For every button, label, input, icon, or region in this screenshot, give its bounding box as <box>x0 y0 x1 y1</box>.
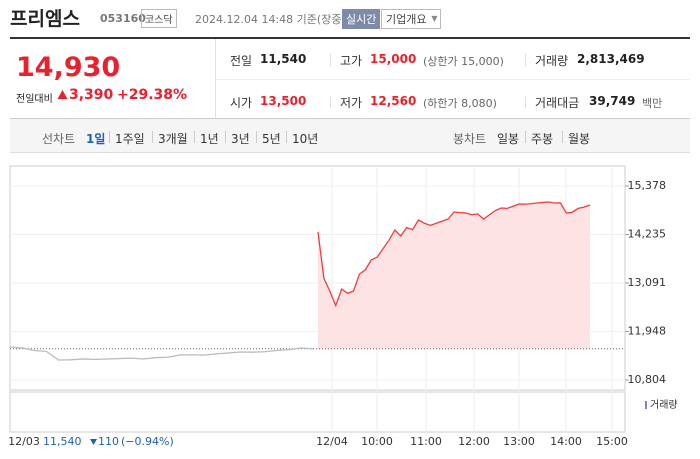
divider <box>525 54 526 66</box>
tab[interactable]: 5년 <box>262 132 281 146</box>
separator <box>225 131 226 143</box>
separator <box>152 131 153 143</box>
company-info-text: 기업개요 <box>386 13 427 26</box>
tab-group-label: 선차트 <box>42 132 76 146</box>
stat-note: (하한가 8,080) <box>423 97 497 110</box>
stat-value: 2,813,469 <box>577 52 645 66</box>
price: 14,930 <box>16 52 121 83</box>
stat-label: 저가 <box>340 96 363 110</box>
tab[interactable]: 1일 <box>86 132 106 146</box>
x-tick-label: 12:00 <box>458 435 490 448</box>
x-tick-label: 11:00 <box>410 435 442 448</box>
tab[interactable]: 1주일 <box>115 132 145 146</box>
y-tick-label: 15,378 <box>628 179 667 192</box>
stat-label: 거래대금 <box>535 96 580 110</box>
tab[interactable]: 3년 <box>231 132 250 146</box>
up-arrow <box>57 90 68 99</box>
change-label: 전일대비 <box>16 94 53 105</box>
company-info-button[interactable]: 기업개요 ▼ <box>381 9 442 29</box>
stat-label: 고가 <box>340 54 363 68</box>
plot-frame <box>9 165 626 391</box>
change: 3,390 <box>69 87 114 103</box>
stat-value: 11,540 <box>260 52 307 66</box>
divider <box>525 96 526 108</box>
y-tick-label: 13,091 <box>628 276 667 289</box>
y-tick-label: 10,804 <box>628 373 667 386</box>
prev-change-pct: (−0.94%) <box>121 435 174 448</box>
prev-close: 11,540 <box>43 435 82 448</box>
volume-frame <box>9 391 626 433</box>
stat-label: 거래량 <box>535 54 569 68</box>
price-line <box>317 201 591 308</box>
down-arrow <box>90 439 97 445</box>
change-pct: +29.38% <box>117 87 188 103</box>
tab[interactable]: 10년 <box>292 132 319 146</box>
separator <box>562 131 563 143</box>
realtime-button[interactable]: 실시간 <box>342 9 381 29</box>
dropdown-arrow: ▼ <box>431 14 438 23</box>
separator <box>109 131 110 143</box>
legend-swatch <box>645 401 647 409</box>
tab[interactable]: 1년 <box>200 132 219 146</box>
x-tick-label: 15:00 <box>596 435 628 448</box>
tab[interactable]: 월봉 <box>568 132 591 146</box>
top-rule <box>10 37 690 39</box>
stat-value: 12,560 <box>370 94 417 108</box>
separator <box>525 131 526 143</box>
x-tick-label: 14:00 <box>550 435 582 448</box>
prev-change: 110 <box>98 435 119 448</box>
divider <box>216 79 690 80</box>
tab-group-label: 봉차트 <box>453 132 487 146</box>
stock-code: 053160 <box>100 12 146 25</box>
x-tick-label: 10:00 <box>361 435 393 448</box>
tab-bar <box>10 119 690 153</box>
x-tick-label: 13:00 <box>503 435 535 448</box>
separator <box>286 131 287 143</box>
y-tick-label: 14,235 <box>628 227 667 240</box>
tab[interactable]: 3개월 <box>158 132 188 146</box>
timestamp: 2024.12.04 14:48 기준(장중) <box>195 13 346 26</box>
y-tick-label: 11,948 <box>628 324 667 337</box>
stat-value: 15,000 <box>370 52 417 66</box>
price-area <box>318 202 590 349</box>
divider <box>330 96 331 108</box>
divider <box>215 39 216 119</box>
chart: 12/03 12/04 10:00 11:00 12:00 13:00 14:00 15:00… <box>8 165 678 448</box>
market-badge: 코스닥 <box>141 9 177 28</box>
stat-label: 시가 <box>230 96 253 110</box>
x-tick-label: 12/04 <box>316 435 348 448</box>
tab[interactable]: 주봉 <box>531 132 554 146</box>
tab[interactable]: 일봉 <box>497 132 520 146</box>
divider <box>10 118 690 119</box>
separator <box>256 131 257 143</box>
stock-name: 프리엠스 <box>10 8 80 30</box>
stat-value: 13,500 <box>260 94 307 108</box>
stat-note: 백만 <box>642 97 663 110</box>
separator <box>194 131 195 143</box>
price-line <box>9 346 314 361</box>
stat-note: (상한가 15,000) <box>423 55 504 68</box>
stat-label: 전일 <box>230 54 253 68</box>
stat-value: 39,749 <box>589 94 636 108</box>
x-tick-label: 12/03 <box>8 435 40 448</box>
volume-label: 거래량 <box>650 399 678 411</box>
divider <box>330 54 331 66</box>
